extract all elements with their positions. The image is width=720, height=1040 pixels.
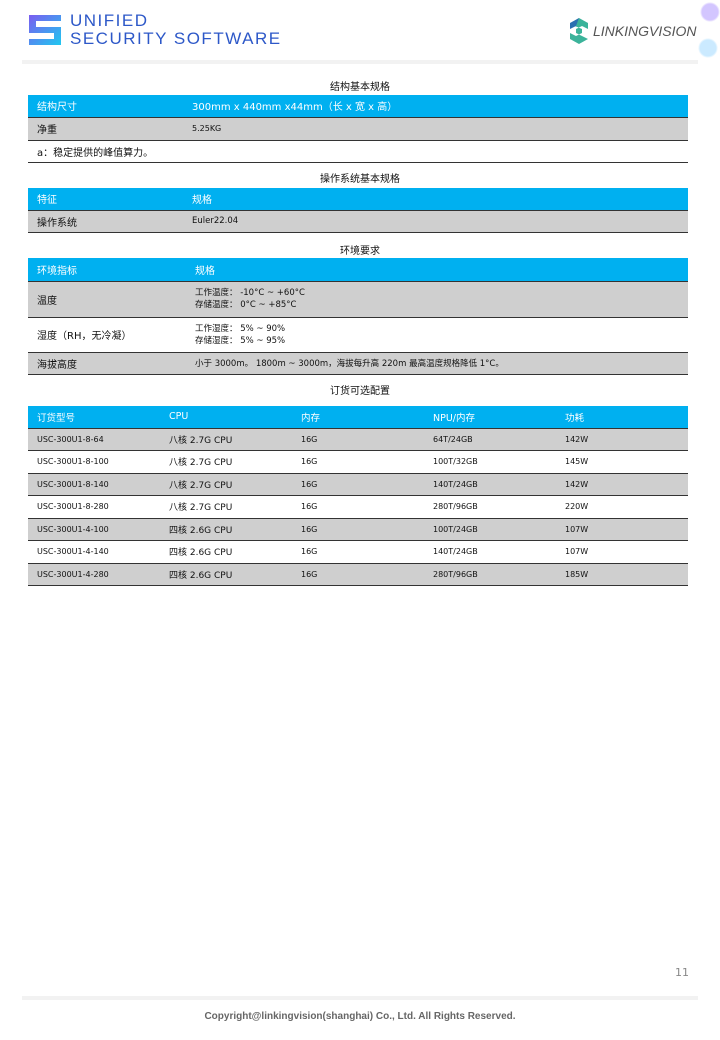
- structure-table: 结构尺寸 300mm x 440mm x44mm（长 x 宽 x 高） 净重 5.2…: [28, 95, 688, 163]
- order-title: 订货可选配置: [330, 386, 390, 397]
- brand-name: UNIFIED SECURITY SOFTWARE: [70, 12, 282, 48]
- header-cell: 特征: [28, 188, 183, 211]
- cell-line: 存储温度： 0°C ~ +85°C: [195, 300, 297, 310]
- cell: 操作系统: [28, 210, 183, 233]
- page-number: 11: [675, 966, 689, 979]
- cell: 220W: [556, 495, 688, 519]
- cell: USC-300U1-4-280: [28, 563, 160, 586]
- cell: 142W: [556, 428, 688, 451]
- cell: 140T/24GB: [424, 473, 556, 496]
- cell: 280T/96GB: [424, 495, 556, 519]
- cell: 64T/24GB: [424, 428, 556, 451]
- header-cell: 规格: [186, 258, 688, 282]
- os-title: 操作系统基本规格: [320, 174, 400, 185]
- cell: 5.25KG: [183, 117, 688, 141]
- partner-name: LINKINGVISION: [593, 23, 697, 39]
- header-cell: CPU: [160, 406, 292, 429]
- cell: 八核 2.7G CPU: [160, 450, 292, 474]
- cell: 300mm x 440mm x44mm（长 x 宽 x 高）: [183, 95, 688, 118]
- cell: 八核 2.7G CPU: [160, 473, 292, 496]
- cell: 16G: [292, 473, 424, 496]
- cell: 280T/96GB: [424, 563, 556, 586]
- table-row: USC-300U1-8-100 八核 2.7G CPU 16G 100T/32GB 14…: [28, 450, 688, 474]
- cell: 16G: [292, 495, 424, 519]
- cell-line: 工作湿度： 5% ~ 90%: [195, 323, 286, 334]
- cell: 16G: [292, 428, 424, 451]
- cell: 16G: [292, 450, 424, 474]
- cell: USC-300U1-4-100: [28, 518, 160, 541]
- cell: 八核 2.7G CPU: [160, 495, 292, 519]
- cell: Euler22.04: [183, 210, 688, 233]
- table-row: USC-300U1-4-140 四核 2.6G CPU 16G 140T/24GB 10…: [28, 540, 688, 564]
- cell: USC-300U1-8-140: [28, 473, 160, 496]
- cell-line: 存储湿度： 5% ~ 95%: [195, 335, 286, 346]
- table-row: USC-300U1-8-280 八核 2.7G CPU 16G 280T/96GB 22…: [28, 495, 688, 519]
- cell-line: 工作温度： -10°C ~ +60°C: [195, 288, 305, 298]
- cell: 四核 2.6G CPU: [160, 540, 292, 564]
- cell: 107W: [556, 540, 688, 564]
- decorative-dots: [690, 0, 720, 60]
- table-row: USC-300U1-8-64 八核 2.7G CPU 16G 64T/24GB 142W: [28, 428, 688, 451]
- page-header: UNIFIED SECURITY SOFTWARE LINKINGVISION: [0, 0, 720, 62]
- footer-rule: [22, 996, 698, 1000]
- structure-title: 结构基本规格: [330, 82, 390, 93]
- table-row: USC-300U1-4-280 四核 2.6G CPU 16G 280T/96GB 18…: [28, 563, 688, 586]
- header-rule: [22, 60, 698, 64]
- table-row: USC-300U1-4-100 四核 2.6G CPU 16G 100T/24GB 10…: [28, 518, 688, 541]
- partner-logo: LINKINGVISION: [568, 17, 696, 45]
- cell: 温度: [28, 281, 186, 318]
- header-cell: NPU/内存: [424, 406, 556, 429]
- uss-logo-icon: [29, 15, 61, 45]
- table-row: USC-300U1-8-140 八核 2.7G CPU 16G 140T/24GB 14…: [28, 473, 688, 496]
- cell: 185W: [556, 563, 688, 586]
- copyright: Copyright@linkingvision(shanghai) Co., L…: [204, 1011, 516, 1022]
- linkingvision-logo-icon: [570, 18, 588, 44]
- cell: 145W: [556, 450, 688, 474]
- cell: USC-300U1-8-280: [28, 495, 160, 519]
- cell: 净重: [28, 117, 183, 141]
- cell: 16G: [292, 518, 424, 541]
- env-title: 环境要求: [340, 246, 380, 257]
- cell: 八核 2.7G CPU: [160, 428, 292, 451]
- order-table: 订货型号 CPU 内存 NPU/内存 功耗 USC-300U1-8-64 八核 2…: [28, 406, 688, 586]
- note: a：稳定提供的峰值算力。: [28, 140, 688, 163]
- cell: 湿度（RH，无冷凝）: [28, 317, 186, 353]
- cell: USC-300U1-8-100: [28, 450, 160, 474]
- cell: 100T/32GB: [424, 450, 556, 474]
- cell: 16G: [292, 563, 424, 586]
- header-cell: 规格: [183, 188, 688, 211]
- header-cell: 订货型号: [28, 406, 160, 429]
- header-cell: 功耗: [556, 406, 688, 429]
- cell: 100T/24GB: [424, 518, 556, 541]
- cell: 142W: [556, 473, 688, 496]
- cell: 海拔高度: [28, 352, 186, 375]
- cell: 107W: [556, 518, 688, 541]
- brand-line1: UNIFIED: [70, 11, 149, 30]
- brand-line2: SECURITY SOFTWARE: [70, 29, 282, 48]
- os-table: 特征 规格 操作系统 Euler22.04: [28, 188, 688, 233]
- cell: USC-300U1-8-64: [28, 428, 160, 451]
- cell: USC-300U1-4-140: [28, 540, 160, 564]
- env-table: 环境指标 规格 温度 工作温度： -10°C ~ +60°C 存储温度： 0°C ~ …: [28, 258, 688, 375]
- header-cell: 内存: [292, 406, 424, 429]
- header-cell: 环境指标: [28, 258, 186, 282]
- cell: 小于 3000m。 1800m ~ 3000m，海拔每升高 220m 最高温度规…: [186, 352, 688, 375]
- cell: 结构尺寸: [28, 95, 183, 118]
- cell: 140T/24GB: [424, 540, 556, 564]
- cell: 四核 2.6G CPU: [160, 563, 292, 586]
- cell: 16G: [292, 540, 424, 564]
- cell: 四核 2.6G CPU: [160, 518, 292, 541]
